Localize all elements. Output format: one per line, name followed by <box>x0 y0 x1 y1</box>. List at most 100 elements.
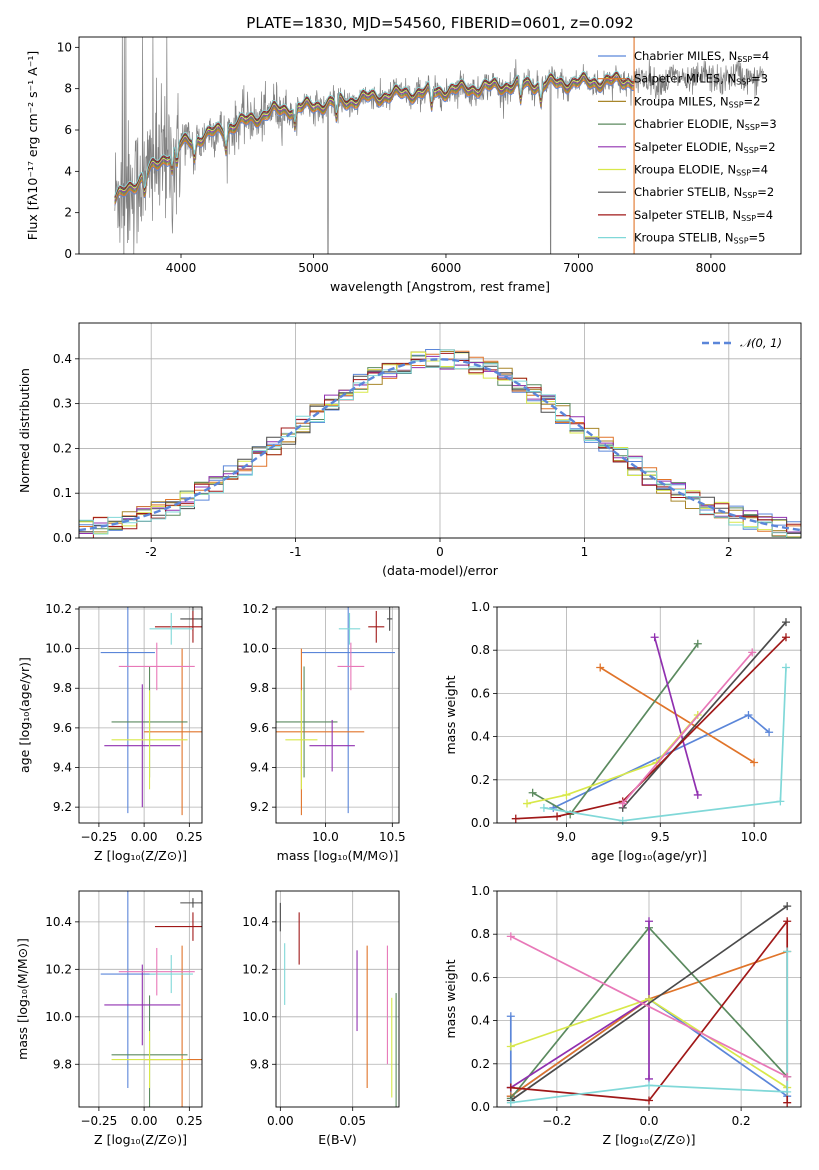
x-tick-label: 0.00 <box>267 1114 294 1128</box>
y-tick-label: 9.8 <box>53 1057 72 1071</box>
spectrum-axes: 4000 5000 6000 7000 8000 0 2 4 6 8 10 wavelength [A… <box>25 40 726 294</box>
weight-marker <box>783 947 792 956</box>
weight-marker <box>528 788 537 797</box>
errorbar-point <box>337 642 365 691</box>
x-tick-label: 10.0 <box>741 830 768 844</box>
x-tick-label: 5000 <box>298 261 329 275</box>
x-axis-label: age [log₁₀(age/yr)] <box>591 848 707 863</box>
model-line <box>114 71 635 198</box>
residuals-axes: -2 -1 0 1 2 0.0 0.1 0.2 0.3 0.4 (data-model)/error… <box>17 323 801 578</box>
x-axis-label: Z [log₁₀(Z/Z⊙)] <box>603 1132 696 1147</box>
errorbar-point <box>111 1031 188 1089</box>
y-tick-label: 9.8 <box>250 681 269 695</box>
y-tick-label: 10.2 <box>242 962 269 976</box>
y-tick-label: 9.6 <box>53 721 72 735</box>
weight-marker <box>650 633 659 642</box>
x-tick-label: 0.2 <box>732 1114 751 1128</box>
y-tick-label: 0.2 <box>471 1057 490 1071</box>
y-tick-label: 0.6 <box>471 686 490 700</box>
y-tick-label: 9.2 <box>250 800 269 814</box>
x-tick-label: −0.2 <box>542 1114 571 1128</box>
legend-entry: Kroupa ELODIE, NSSP=4 <box>634 163 768 178</box>
y-tick-label: 10.2 <box>45 602 72 616</box>
errorbar-point <box>104 964 181 1046</box>
weight-marker <box>618 799 627 808</box>
y-tick-label: 0.4 <box>471 730 490 744</box>
weight-marker <box>506 1042 515 1051</box>
y-tick-label: 0.0 <box>471 816 490 830</box>
weight-marker <box>645 1081 653 1090</box>
x-tick-label: 8000 <box>696 261 727 275</box>
y-tick-label: 0.8 <box>471 927 490 941</box>
y-tick-label: 0.2 <box>53 441 72 455</box>
errorbar-point <box>301 607 395 814</box>
x-tick-label: −0.25 <box>81 830 118 844</box>
data-spectrum-line <box>114 37 765 254</box>
y-tick-label: 1.0 <box>471 884 490 898</box>
y-axis-label: mass [log₁₀(M/M⊙)] <box>15 938 30 1060</box>
y-axis-label: age [log₁₀(age/yr)] <box>17 657 32 773</box>
x-tick-label: 1 <box>581 545 589 559</box>
y-tick-label: 10.0 <box>45 1010 72 1024</box>
y-axis-label: Flux [fλ10⁻¹⁷ erg cm⁻² s⁻¹ A⁻¹] <box>25 51 40 240</box>
y-tick-label: 0.0 <box>471 1100 490 1114</box>
x-tick-label: 4000 <box>166 261 197 275</box>
y-tick-label: 0.3 <box>53 397 72 411</box>
y-axis-label: mass weight <box>443 675 458 754</box>
z-weight-axes: −0.2 0.0 0.2 0.0 0.2 0.4 0.6 0.8 1.0 Z [log₁₀(Z/Z… <box>443 884 801 1147</box>
x-axis-label: mass [log₁₀(M/M⊙)] <box>277 848 399 863</box>
weight-marker <box>781 618 790 627</box>
weight-marker <box>539 803 548 812</box>
weight-marker <box>511 814 520 823</box>
x-tick-label: 9.0 <box>557 830 576 844</box>
x-axis-label: Z [log₁₀(Z/Z⊙)] <box>94 1132 187 1147</box>
legend-entry: Salpeter STELIB, NSSP=4 <box>634 208 773 223</box>
x-tick-label: 10.0 <box>312 830 339 844</box>
y-tick-label: 9.4 <box>53 761 72 775</box>
x-tick-label: −0.25 <box>81 1114 118 1128</box>
weight-marker <box>506 1012 515 1021</box>
x-axis-label: E(B-V) <box>318 1132 357 1147</box>
weight-marker <box>618 816 627 825</box>
legend-entry: Chabrier STELIB, NSSP=2 <box>634 185 774 200</box>
weight-marker <box>562 790 571 799</box>
weight-marker <box>645 917 653 926</box>
errorbar-point <box>100 607 155 814</box>
y-tick-label: 0 <box>64 247 72 261</box>
legend-entry: Kroupa MILES, NSSP=2 <box>634 94 760 109</box>
model-line <box>114 74 635 200</box>
weight-marker <box>783 1098 792 1107</box>
weight-line <box>599 666 755 764</box>
legend-entry: Chabrier MILES, NSSP=4 <box>634 49 769 64</box>
errorbar-point <box>104 684 181 808</box>
errorbar-point <box>149 612 193 645</box>
weight-marker <box>748 648 757 657</box>
x-tick-label: 10.5 <box>379 830 406 844</box>
x-tick-label: 0.0 <box>639 1114 658 1128</box>
ebv-mass-axes: 0.00 0.05 9.8 10.0 10.2 10.4 E(B-V) <box>242 891 399 1147</box>
z-mass-axes: −0.25 0.00 0.25 9.8 10.0 10.2 10.4 Z [log₁₀(Z/Z… <box>15 891 203 1147</box>
weight-marker <box>783 902 792 911</box>
model-line <box>114 70 635 196</box>
y-tick-label: 9.8 <box>53 681 72 695</box>
errorbar-point <box>180 898 202 908</box>
y-tick-label: 10.4 <box>242 915 269 929</box>
y-tick-label: 0.2 <box>471 773 490 787</box>
errorbar-point <box>154 610 202 643</box>
z-weight-frame <box>496 890 802 1108</box>
weight-marker <box>506 1098 515 1107</box>
legend-entry: Chabrier ELODIE, NSSP=3 <box>634 117 777 132</box>
weight-marker <box>645 1096 653 1105</box>
mass-age-frame <box>275 606 400 824</box>
weight-marker <box>693 639 702 648</box>
z-age-frame <box>78 606 203 824</box>
y-tick-label: 10.2 <box>45 962 72 976</box>
x-tick-label: 0.05 <box>339 1114 366 1128</box>
x-tick-label: 7000 <box>563 261 594 275</box>
weight-marker <box>781 633 790 642</box>
y-tick-label: 10.0 <box>242 1010 269 1024</box>
x-tick-label: 0.00 <box>131 1114 158 1128</box>
weight-marker <box>596 663 605 672</box>
y-tick-label: 9.4 <box>250 761 269 775</box>
x-axis-label: Z [log₁₀(Z/Z⊙)] <box>94 848 187 863</box>
